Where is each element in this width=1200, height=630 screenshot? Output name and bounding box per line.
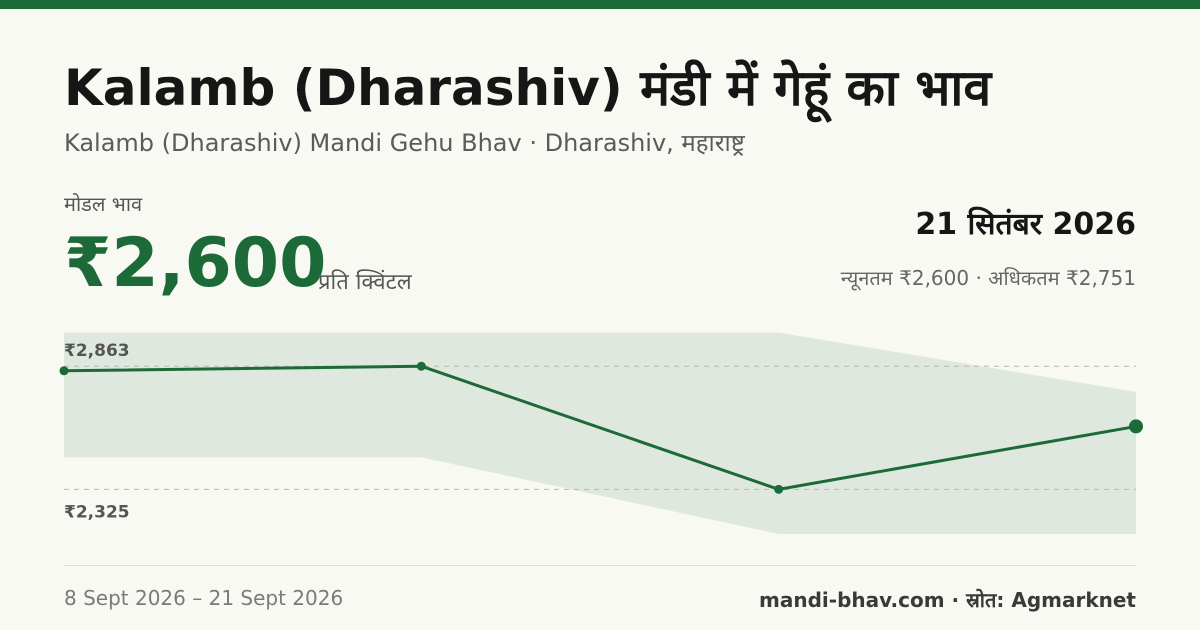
price-unit: प्रति क्विंटल: [318, 270, 412, 295]
footer-divider: [64, 565, 1136, 566]
page-title: Kalamb (Dharashiv) मंडी में गेहूं का भाव: [64, 59, 992, 117]
top-accent-bar: [0, 0, 1200, 9]
price-date: 21 सितंबर 2026: [915, 207, 1136, 242]
modal-price-label: मोडल भाव: [64, 192, 143, 216]
footer-source: mandi-bhav.com · स्रोत: Agmarknet: [759, 588, 1136, 612]
data-point: [416, 361, 426, 371]
footer-date-range: 8 Sept 2026 – 21 Sept 2026: [64, 586, 344, 610]
data-point: [59, 366, 69, 376]
modal-price-value: ₹2,600: [64, 224, 327, 303]
page-subtitle: Kalamb (Dharashiv) Mandi Gehu Bhav · Dha…: [64, 129, 745, 157]
min-max-band: [64, 332, 1136, 534]
min-max-range: न्यूनतम ₹2,600 · अधिकतम ₹2,751: [840, 266, 1136, 290]
data-point: [1129, 419, 1143, 434]
modal-price-line: [63, 364, 1137, 491]
data-point: [774, 484, 784, 494]
reference-label: ₹2,863: [64, 341, 130, 361]
reference-label: ₹2,325: [64, 502, 130, 522]
